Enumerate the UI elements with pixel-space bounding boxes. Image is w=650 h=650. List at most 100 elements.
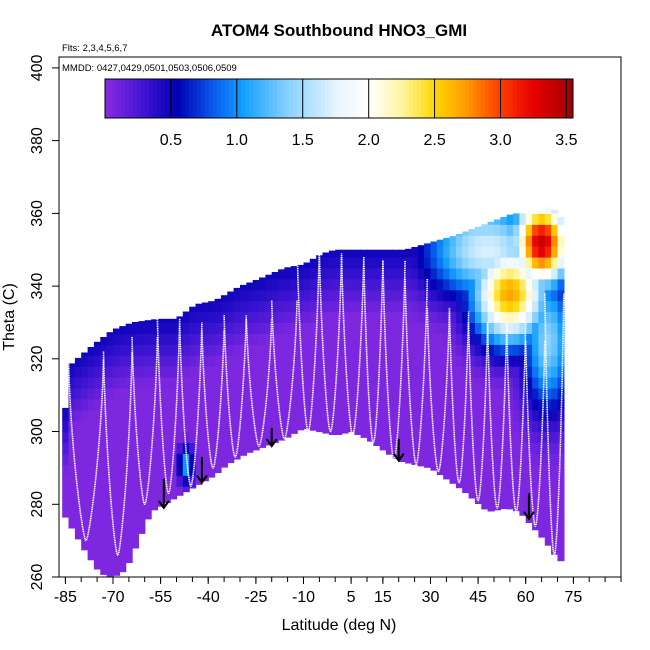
x-tick-label: 60 bbox=[517, 589, 535, 606]
heatmap-cell bbox=[163, 355, 171, 367]
heatmap-cell bbox=[328, 366, 336, 378]
heatmap-cell bbox=[436, 257, 444, 269]
heatmap-cell bbox=[386, 355, 393, 367]
heatmap-cell bbox=[494, 420, 501, 433]
heatmap-cell bbox=[405, 431, 413, 443]
heatmap-cell bbox=[500, 333, 508, 345]
heatmap-cell bbox=[449, 278, 457, 291]
heatmap-cell bbox=[322, 333, 330, 345]
heatmap-cell bbox=[189, 420, 197, 433]
heatmap-cell bbox=[195, 311, 203, 323]
heatmap-cell bbox=[74, 357, 82, 367]
heatmap-cell bbox=[328, 311, 336, 323]
heatmap-cell bbox=[525, 398, 533, 411]
heatmap-cell bbox=[455, 442, 463, 454]
heatmap-cell bbox=[138, 387, 146, 400]
heatmap-cell bbox=[494, 453, 501, 465]
heatmap-cell bbox=[436, 442, 444, 454]
heatmap-cell bbox=[449, 355, 457, 367]
heatmap-cell bbox=[271, 420, 279, 433]
colorbar-segment bbox=[489, 79, 494, 118]
colorbar-segment bbox=[505, 79, 510, 118]
heatmap-cell bbox=[220, 464, 228, 468]
heatmap-cell bbox=[538, 355, 546, 367]
heatmap-cell bbox=[424, 464, 432, 468]
heatmap-cell bbox=[100, 337, 108, 345]
heatmap-cell bbox=[430, 278, 438, 291]
heatmap-cell bbox=[208, 311, 216, 323]
heatmap-cell bbox=[220, 409, 228, 422]
heatmap-cell bbox=[132, 453, 139, 465]
heatmap-cell bbox=[519, 507, 527, 516]
heatmap-cell bbox=[195, 464, 203, 476]
heatmap-cell bbox=[500, 497, 508, 509]
heatmap-cell bbox=[341, 257, 349, 269]
heatmap-cell bbox=[227, 409, 235, 422]
heatmap-cell bbox=[278, 409, 286, 422]
heatmap-cell bbox=[100, 453, 108, 465]
heatmap-cell bbox=[81, 497, 89, 509]
heatmap-cell bbox=[519, 464, 527, 476]
heatmap-cell bbox=[494, 366, 501, 378]
heatmap-cell bbox=[309, 355, 317, 367]
heatmap-cell bbox=[538, 278, 546, 291]
colorbar-segment bbox=[541, 79, 546, 118]
heatmap-cell bbox=[125, 475, 133, 487]
heatmap-cell bbox=[538, 246, 546, 258]
heatmap-cell bbox=[513, 257, 520, 269]
heatmap-cell bbox=[468, 475, 476, 487]
heatmap-cell bbox=[538, 300, 546, 313]
colorbar-segment bbox=[381, 79, 386, 118]
x-tick-label: -25 bbox=[244, 589, 267, 606]
heatmap-cell bbox=[538, 209, 546, 214]
heatmap-cell bbox=[500, 311, 508, 323]
heatmap-cell bbox=[455, 322, 463, 334]
flight-profile-track bbox=[318, 253, 343, 433]
heatmap-cell bbox=[360, 344, 368, 356]
heatmap-cell bbox=[106, 398, 114, 411]
heatmap-cell bbox=[81, 475, 89, 487]
heatmap-cell bbox=[436, 355, 444, 367]
heatmap-cell bbox=[125, 453, 133, 465]
heatmap-cell bbox=[551, 322, 559, 334]
heatmap-cell bbox=[259, 333, 266, 345]
heatmap-cell bbox=[214, 377, 222, 389]
heatmap-cell bbox=[144, 322, 152, 334]
heatmap-cell bbox=[462, 235, 470, 247]
heatmap-cell bbox=[519, 355, 527, 367]
heatmap-cell bbox=[519, 333, 527, 345]
heatmap-cell bbox=[436, 398, 444, 411]
heatmap-cell bbox=[544, 486, 552, 498]
heatmap-cell bbox=[544, 257, 552, 269]
heatmap-cell bbox=[544, 300, 552, 313]
heatmap-cell bbox=[462, 464, 470, 476]
heatmap-cell bbox=[347, 333, 355, 345]
colorbar-segment bbox=[497, 79, 502, 118]
heatmap-cell bbox=[157, 366, 165, 378]
heatmap-cell bbox=[379, 249, 387, 258]
heatmap-cell bbox=[68, 518, 76, 529]
heatmap-cell bbox=[532, 344, 540, 356]
heatmap-cell bbox=[125, 387, 133, 400]
heatmap-cell bbox=[322, 409, 330, 422]
heatmap-cell bbox=[170, 442, 178, 454]
heatmap-cell bbox=[113, 518, 120, 531]
heatmap-cell bbox=[233, 300, 241, 313]
heatmap-cell bbox=[290, 266, 298, 269]
heatmap-cell bbox=[106, 551, 114, 563]
heatmap-cell bbox=[373, 267, 381, 280]
colorbar-segment bbox=[461, 79, 466, 118]
colorbar-segment bbox=[193, 79, 198, 118]
heatmap-cell bbox=[233, 322, 241, 334]
heatmap-cell bbox=[240, 311, 247, 323]
heatmap-cell bbox=[87, 475, 95, 487]
heatmap-cell bbox=[519, 289, 527, 302]
profile-arrow-head bbox=[392, 453, 405, 463]
heatmap-cell bbox=[538, 475, 546, 487]
heatmap-cell bbox=[551, 377, 559, 389]
flight-profile-track bbox=[524, 340, 546, 527]
colorbar-segment bbox=[517, 79, 522, 118]
heatmap-cell bbox=[201, 322, 209, 334]
heatmap-cell bbox=[538, 289, 546, 302]
heatmap-cell bbox=[532, 311, 540, 323]
